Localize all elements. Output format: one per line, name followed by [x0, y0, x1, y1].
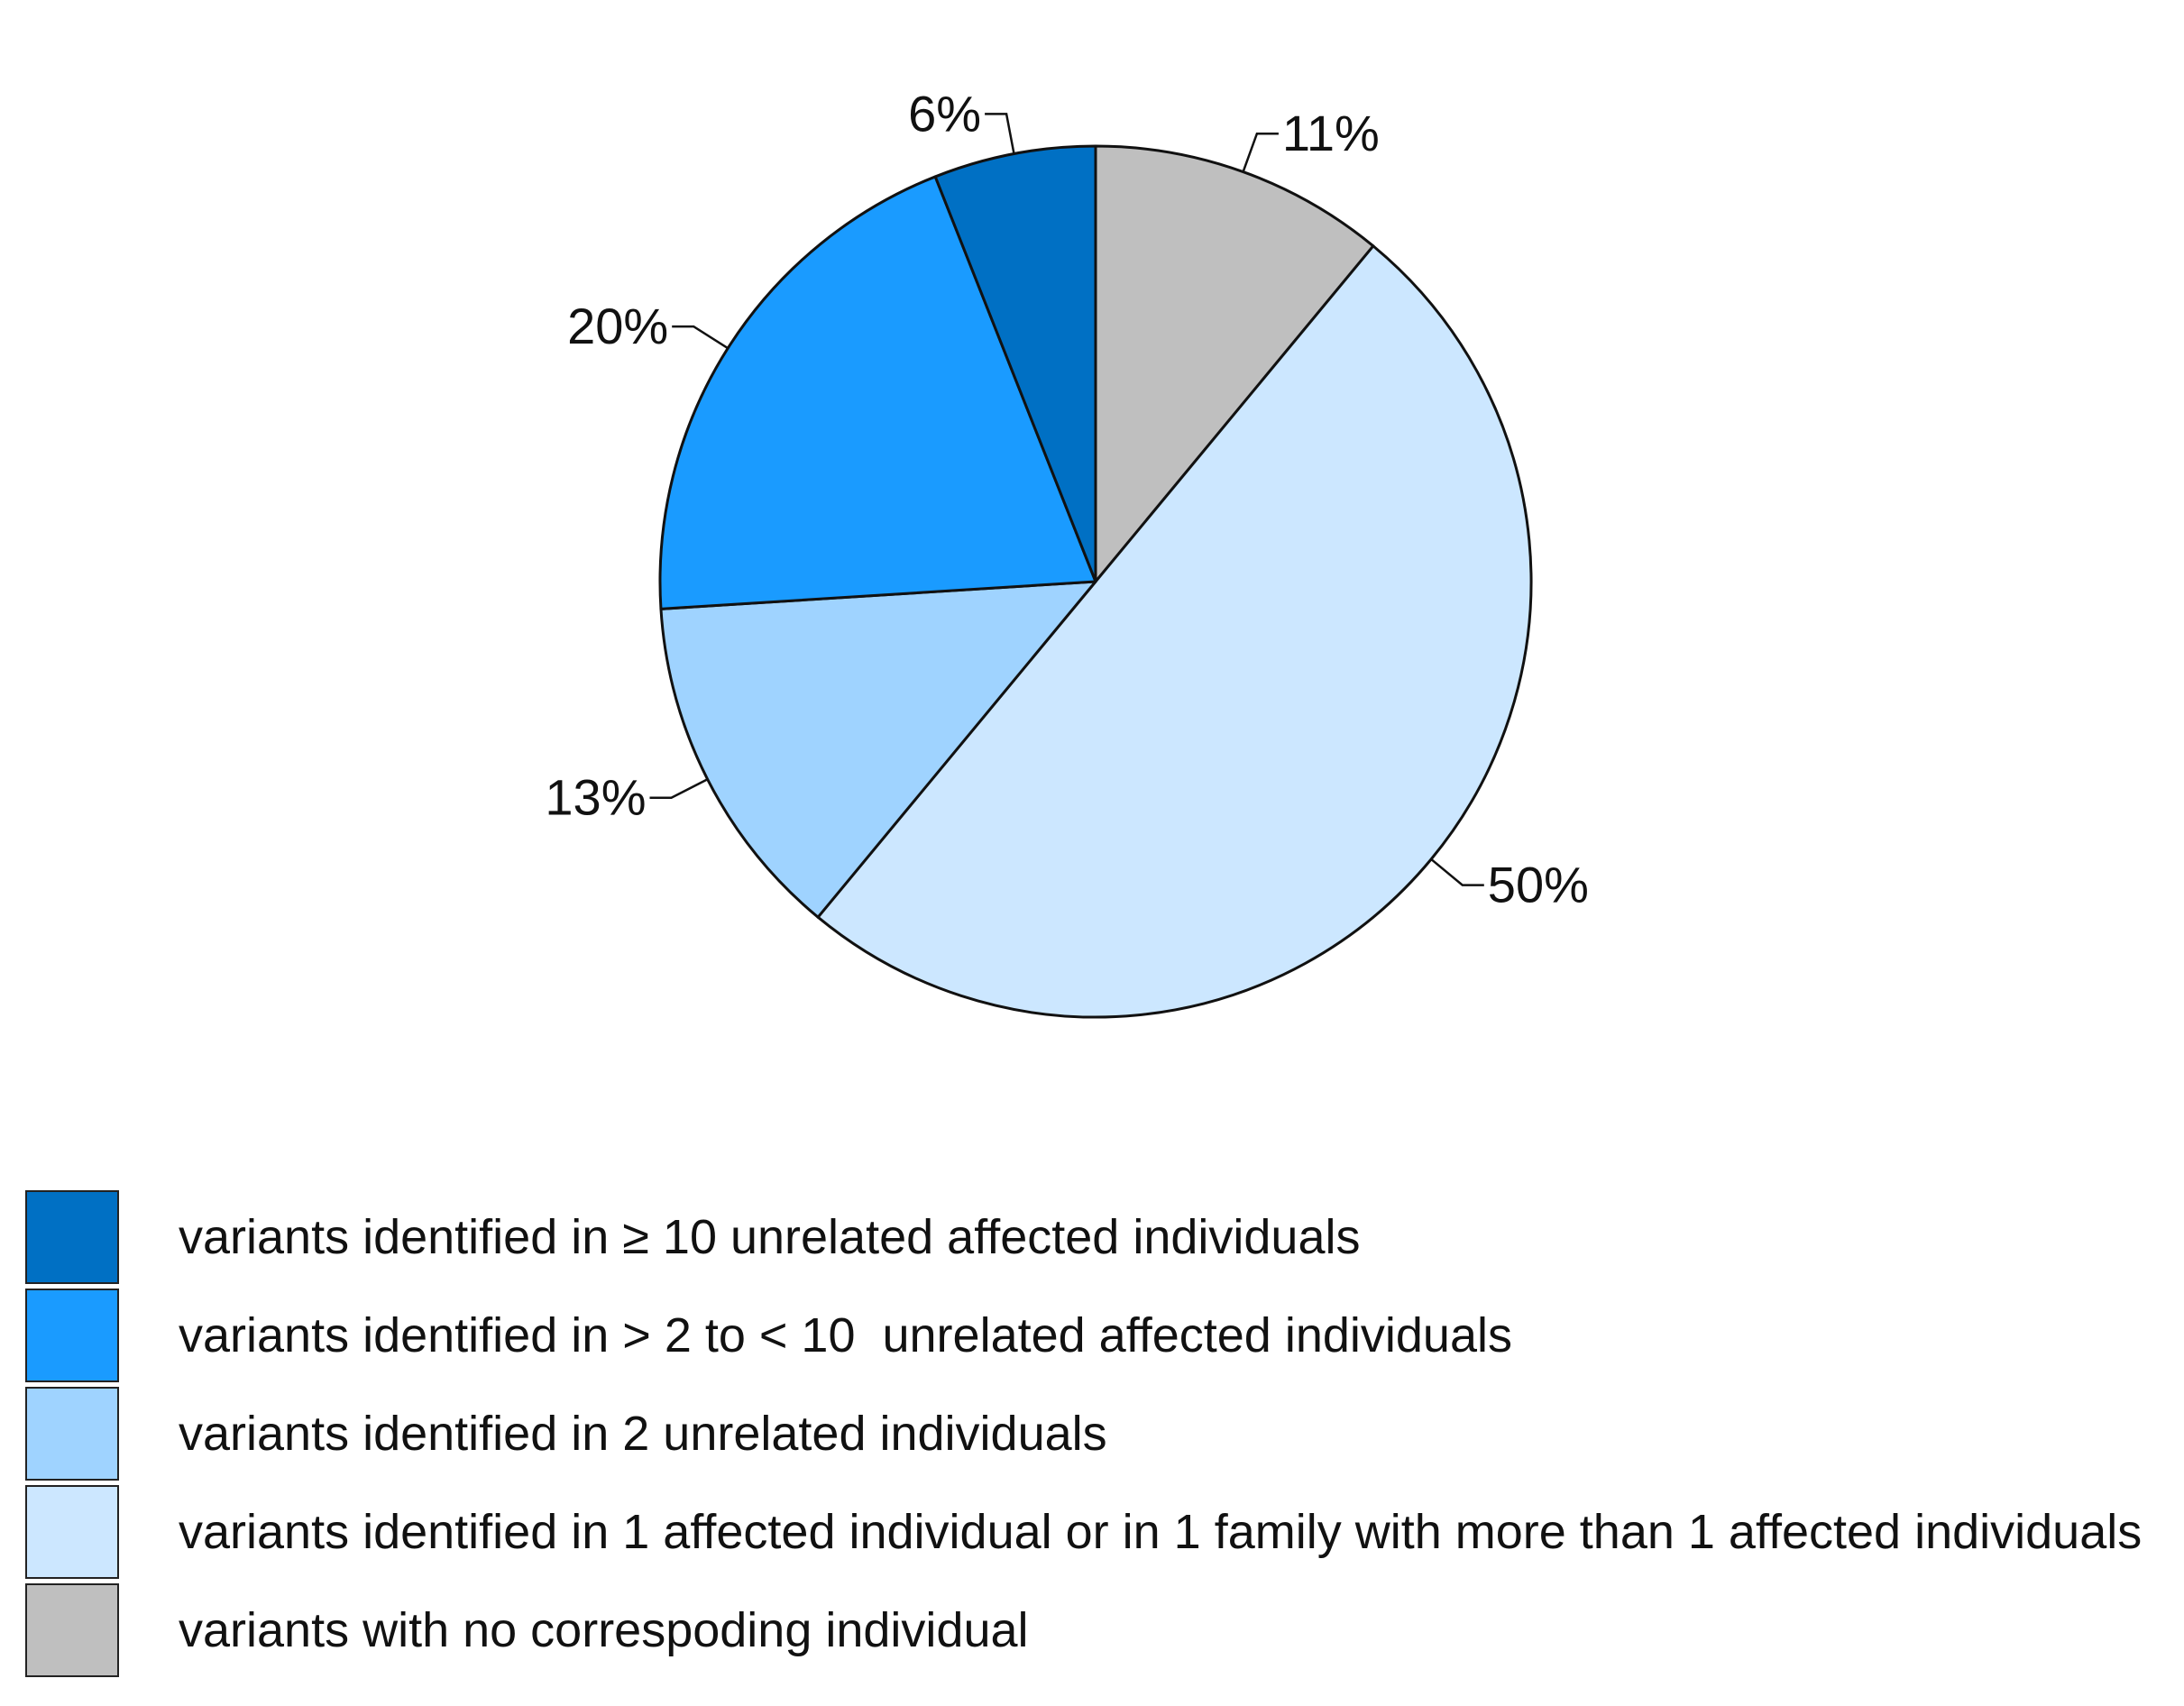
legend-item: variants identified in > 2 to < 10 unrel…: [25, 1286, 2142, 1384]
leader-line-20: [672, 325, 729, 350]
legend-label: variants with no correspoding individual: [179, 1602, 1029, 1657]
legend-swatch: [25, 1189, 119, 1284]
legend-item: variants identified in 1 affected indivi…: [25, 1482, 2142, 1581]
legend-item: variants identified in 2 unrelated indiv…: [25, 1384, 2142, 1482]
legend-label: variants identified in 1 affected indivi…: [179, 1504, 2143, 1559]
pie-slice-11: [1094, 144, 1375, 583]
legend-swatch: [25, 1582, 119, 1677]
pie-slice-13: [659, 580, 1097, 919]
percent-label-50: 50%: [1488, 857, 1589, 913]
percent-labels: 11% 50% 13% 20% 6%: [545, 85, 1588, 913]
legend-label: variants identified in > 2 to < 10 unrel…: [179, 1307, 1512, 1362]
legend-label: variants identified in 2 unrelated indiv…: [179, 1406, 1107, 1461]
legend-item: variants identified in ≥ 10 unrelated af…: [25, 1188, 2142, 1286]
percent-label-11: 11%: [1282, 105, 1380, 161]
leader-line-6: [985, 113, 1015, 154]
pie-slices: [658, 144, 1533, 1019]
legend-label: variants identified in ≥ 10 unrelated af…: [179, 1209, 1361, 1264]
leader-line-11: [1242, 132, 1279, 173]
legend-swatch: [25, 1386, 119, 1481]
leader-line-13: [649, 778, 709, 799]
legend-swatch: [25, 1288, 119, 1382]
leader-lines: [649, 113, 1484, 886]
legend-swatch: [25, 1484, 119, 1579]
legend-item: variants with no correspoding individual: [25, 1581, 2142, 1679]
pie-slice-50: [816, 244, 1533, 1019]
legend: variants identified in ≥ 10 unrelated af…: [25, 1188, 2142, 1679]
percent-label-13: 13%: [545, 769, 646, 826]
percent-label-6: 6%: [908, 85, 981, 142]
pie-chart: 11% 50% 13% 20% 6%: [545, 85, 1589, 1019]
leader-line-50: [1430, 858, 1484, 886]
percent-label-20: 20%: [567, 298, 668, 354]
